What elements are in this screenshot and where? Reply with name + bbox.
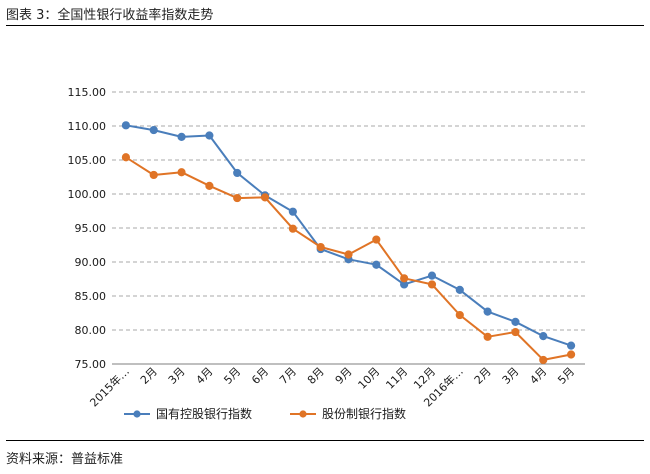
data-point [288, 224, 297, 233]
data-point [511, 317, 520, 326]
bottom-rule [6, 440, 644, 441]
line-chart: 75.00 80.00 85.00 90.00 95.00 100.00 105.00 110… [68, 86, 585, 421]
data-point [511, 327, 520, 337]
data-point [483, 307, 492, 316]
data-point [288, 207, 297, 216]
data-point [121, 121, 131, 130]
data-point [566, 341, 576, 350]
x-tick-label: 4月 [527, 365, 549, 387]
data-point [372, 260, 381, 269]
data-point [233, 168, 242, 178]
data-point [149, 125, 158, 135]
x-tick-label: 10月 [356, 365, 383, 392]
data-point [566, 350, 576, 359]
x-tick-label: 11月 [383, 365, 410, 392]
data-point [233, 193, 242, 203]
y-tick-label: 105.00 [68, 154, 107, 167]
x-tick-label: 3月 [166, 365, 188, 387]
data-point [455, 285, 464, 294]
data-point [205, 131, 214, 140]
legend-item-2: 股份制银行指数 [290, 406, 406, 421]
data-point [344, 250, 353, 259]
y-tick-label: 115.00 [68, 86, 107, 99]
gridlines [112, 91, 585, 331]
x-tick-label: 8月 [305, 365, 327, 387]
data-point [427, 271, 437, 280]
series-lines [121, 121, 576, 365]
y-axis-ticks: 75.00 80.00 85.00 90.00 95.00 100.00 105.00 110… [68, 86, 107, 371]
data-point [539, 355, 548, 365]
series-line [125, 124, 572, 347]
x-tick-label: 2015年… [87, 364, 132, 409]
x-tick-label: 7月 [277, 365, 299, 387]
x-tick-label: 6月 [249, 365, 271, 387]
x-tick-label: 2月 [472, 365, 494, 387]
x-tick-label: 5月 [555, 365, 577, 387]
data-point [205, 181, 214, 190]
data-point [177, 132, 186, 141]
x-tick-label: 2月 [138, 365, 160, 387]
y-tick-label: 75.00 [75, 358, 107, 371]
data-point [149, 170, 158, 180]
y-tick-label: 100.00 [68, 188, 107, 201]
data-point [455, 310, 464, 320]
data-point [177, 168, 186, 177]
x-tick-label: 3月 [500, 365, 522, 387]
y-tick-label: 85.00 [75, 290, 107, 303]
x-tick-label: 9月 [333, 365, 355, 387]
data-point [400, 274, 409, 283]
x-tick-label: 4月 [194, 365, 216, 387]
x-tick-label: 5月 [221, 365, 243, 387]
data-point [372, 235, 381, 244]
data-point [483, 332, 492, 341]
data-point [539, 332, 548, 341]
y-tick-label: 80.00 [75, 324, 107, 337]
series-2 [121, 153, 576, 365]
data-point [260, 193, 270, 202]
legend-swatch-marker [299, 410, 307, 418]
y-tick-label: 110.00 [68, 120, 107, 133]
top-rule [6, 25, 644, 26]
y-tick-label: 95.00 [75, 222, 107, 235]
legend-label: 国有控股银行指数 [156, 406, 252, 421]
data-point [316, 242, 325, 252]
legend: 国有控股银行指数 股份制银行指数 [124, 406, 406, 421]
source-note: 资料来源：普益标准 [6, 452, 124, 467]
legend-label: 股份制银行指数 [322, 406, 406, 421]
legend-swatch-marker [133, 410, 141, 418]
data-point [427, 280, 437, 289]
series-1 [121, 121, 576, 350]
data-point [121, 153, 131, 162]
figure-title: 图表 3：全国性银行收益率指数走势 [6, 8, 214, 23]
legend-item-1: 国有控股银行指数 [124, 406, 252, 421]
y-tick-label: 90.00 [75, 256, 107, 269]
